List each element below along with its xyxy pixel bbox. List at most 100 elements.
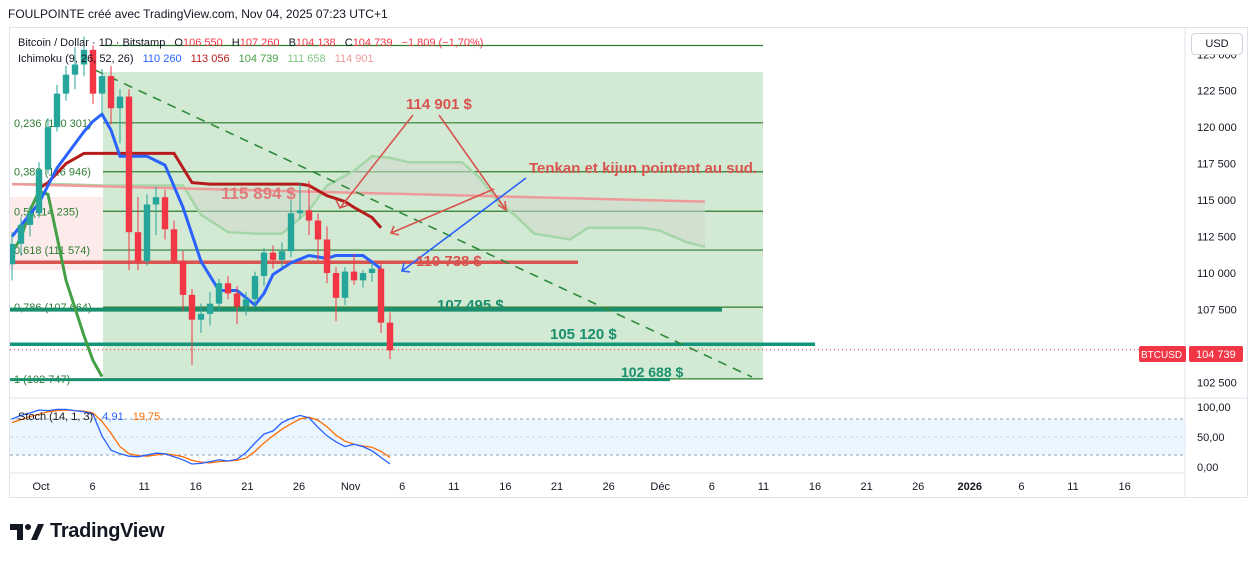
candle-body[interactable] (161, 197, 169, 230)
candle-body[interactable] (125, 96, 133, 233)
legend-symbol: Bitcoin / Dollar · 1D · Bitstamp (18, 37, 165, 49)
arrow-to-kijun[interactable] (390, 188, 495, 234)
time-axis-label: Nov (341, 481, 361, 493)
time-axis-label: 16 (809, 481, 821, 493)
arrowhead-cloud (497, 200, 507, 212)
candle-body[interactable] (17, 224, 25, 244)
currency-button[interactable]: USD (1191, 33, 1243, 55)
candle-body[interactable] (323, 239, 331, 274)
time-axis-label: 6 (709, 481, 715, 493)
candle-body[interactable] (89, 49, 97, 94)
candle-body[interactable] (215, 283, 223, 304)
time-axis-label: 11 (758, 481, 769, 493)
dashed-downtrend-line[interactable] (94, 69, 753, 378)
last-price-symbol-bg (1139, 346, 1186, 362)
price-axis-label: 122 500 (1197, 86, 1237, 98)
arrowhead-kijun (389, 225, 400, 236)
time-axis-label: 6 (90, 481, 96, 493)
legend-line-1[interactable]: Bitcoin / Dollar · 1D · Bitstamp O106 55… (18, 37, 483, 49)
candle-body[interactable] (116, 96, 124, 109)
chikou-span-line (10, 189, 104, 378)
legend-high: 107 260 (240, 37, 280, 49)
annotation-arrows[interactable] (335, 114, 507, 236)
last-price-symbol: BTCUSD (1141, 350, 1182, 361)
legend-ichi-kijun: 113 056 (191, 53, 230, 65)
stoch-axis-label: 100,00 (1197, 402, 1231, 414)
candles-group[interactable] (9, 36, 394, 365)
stoch-d-value: 19,75 (133, 411, 161, 423)
candle-body[interactable] (296, 210, 304, 214)
fib-level-label-4: 0,618 (111 574) (14, 245, 90, 257)
candle-body[interactable] (242, 299, 250, 307)
time-axis-label: 21 (860, 481, 872, 493)
candle-body[interactable] (134, 232, 142, 262)
candle-body[interactable] (377, 268, 385, 323)
candle-body[interactable] (287, 213, 295, 252)
legend-ichimoku: Ichimoku (9, 26, 52, 26) (18, 53, 134, 65)
candle-body[interactable] (170, 229, 178, 262)
legend-ichi-span-b: 114 901 (335, 53, 374, 65)
time-axis-label: 6 (399, 481, 405, 493)
candle-body[interactable] (260, 252, 268, 276)
chart-frame (9, 27, 1248, 498)
legend-ichi-span-a: 111 658 (287, 53, 325, 65)
candle-body[interactable] (224, 283, 232, 294)
candle-body[interactable] (188, 294, 196, 320)
time-axis-label: 26 (293, 481, 305, 493)
candle-body[interactable] (341, 271, 349, 298)
tenkan-arrow[interactable] (401, 177, 527, 273)
candle-body[interactable] (314, 220, 322, 240)
candle-body[interactable] (53, 93, 61, 128)
arrowhead-115894 (335, 199, 349, 210)
label-115894: 115 894 $ (221, 184, 296, 203)
candle-body[interactable] (233, 293, 241, 307)
last-price-value: 104 739 (1196, 349, 1236, 361)
candle-body[interactable] (179, 261, 187, 295)
candle-body[interactable] (71, 64, 79, 75)
candle-body[interactable] (98, 76, 106, 94)
time-axis-label: 11 (138, 481, 149, 493)
time-axis-label: 2026 (958, 481, 982, 493)
last-price-tag: BTCUSD 104 739 (1139, 346, 1243, 362)
candle-body[interactable] (332, 273, 340, 298)
arrow-to-tenkan[interactable] (401, 177, 527, 272)
candle-body[interactable] (368, 268, 376, 274)
time-axis-label: 16 (1118, 481, 1130, 493)
candle-body[interactable] (197, 313, 205, 320)
arrow-to-cloud[interactable] (438, 114, 507, 211)
label-107495: 107 495 $ (437, 297, 504, 314)
tradingview-logo[interactable]: TradingView (10, 518, 164, 544)
candle-body[interactable] (350, 271, 358, 281)
arrow-to-115894[interactable] (339, 114, 414, 209)
candle-body[interactable] (35, 169, 43, 214)
price-axis-label: 112 500 (1197, 232, 1236, 244)
candle-body[interactable] (152, 197, 160, 205)
candle-body[interactable] (44, 127, 52, 170)
price-axis-label: 120 000 (1197, 122, 1237, 134)
label-110738: 110 738 $ (416, 253, 483, 270)
candle-body[interactable] (206, 303, 214, 314)
candle-body[interactable] (359, 273, 367, 281)
label-102688: 102 688 $ (621, 364, 683, 380)
candle-body[interactable] (9, 243, 16, 265)
candle-body[interactable] (269, 252, 277, 260)
stoch-k-value: 4,91 (102, 411, 123, 423)
candle-body[interactable] (62, 74, 70, 94)
stoch-axis-label: 50,00 (1197, 432, 1225, 444)
price-axis-label: 117 500 (1197, 159, 1236, 171)
tenkan-sen-line (10, 111, 382, 308)
candle-body[interactable] (305, 210, 313, 221)
candle-body[interactable] (80, 49, 88, 65)
candle-body[interactable] (26, 213, 34, 225)
stoch-title: Stoch (14, 1, 3) (18, 411, 93, 423)
legend-line-2[interactable]: Ichimoku (9, 26, 52, 26) 110 260 113 056… (18, 53, 374, 65)
candle-body[interactable] (386, 322, 394, 351)
fib-level-label-2: 0,382 (116 946) (14, 167, 91, 179)
candle-body[interactable] (143, 204, 151, 262)
time-axis-label: 11 (448, 481, 459, 493)
candle-body[interactable] (251, 275, 259, 300)
candle-body[interactable] (278, 251, 286, 260)
candle-body[interactable] (107, 76, 115, 109)
stoch-legend[interactable]: Stoch (14, 1, 3) 4,91 19,75 (18, 411, 160, 423)
